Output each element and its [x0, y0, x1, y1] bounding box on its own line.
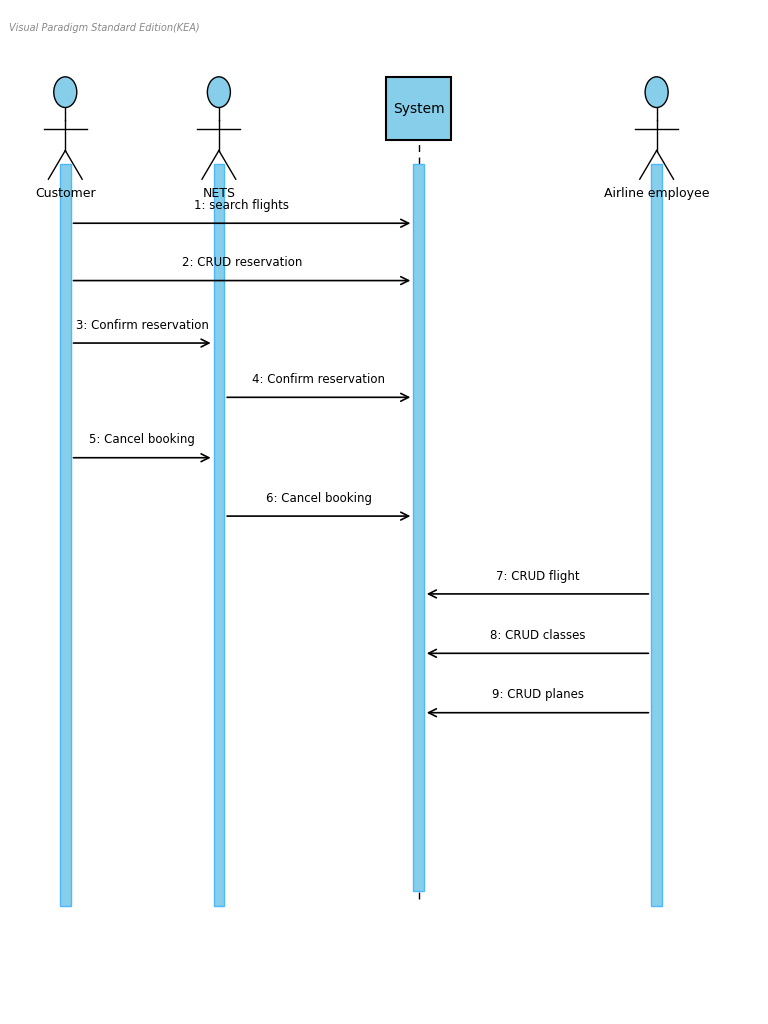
Text: Visual Paradigm Standard Edition(KEA): Visual Paradigm Standard Edition(KEA)	[9, 23, 200, 33]
Text: 6: Cancel booking: 6: Cancel booking	[266, 492, 372, 505]
Text: 1: search flights: 1: search flights	[194, 199, 290, 212]
Text: 9: CRUD planes: 9: CRUD planes	[492, 688, 584, 701]
Text: 5: Cancel booking: 5: Cancel booking	[89, 433, 195, 446]
Text: 2: CRUD reservation: 2: CRUD reservation	[182, 256, 302, 269]
Bar	[651, 164, 662, 906]
Text: NETS: NETS	[203, 187, 235, 201]
Text: Airline employee: Airline employee	[604, 187, 710, 201]
Text: System: System	[392, 101, 445, 116]
Circle shape	[207, 77, 230, 108]
Bar	[214, 164, 224, 906]
Bar	[60, 164, 71, 906]
Bar	[413, 164, 424, 891]
Bar	[386, 77, 452, 140]
Text: Customer: Customer	[35, 187, 95, 201]
Text: 8: CRUD classes: 8: CRUD classes	[490, 629, 585, 642]
Circle shape	[645, 77, 668, 108]
Text: 3: Confirm reservation: 3: Confirm reservation	[75, 318, 209, 332]
Text: 4: Confirm reservation: 4: Confirm reservation	[252, 373, 386, 386]
Circle shape	[54, 77, 77, 108]
Text: 7: CRUD flight: 7: CRUD flight	[496, 569, 579, 583]
